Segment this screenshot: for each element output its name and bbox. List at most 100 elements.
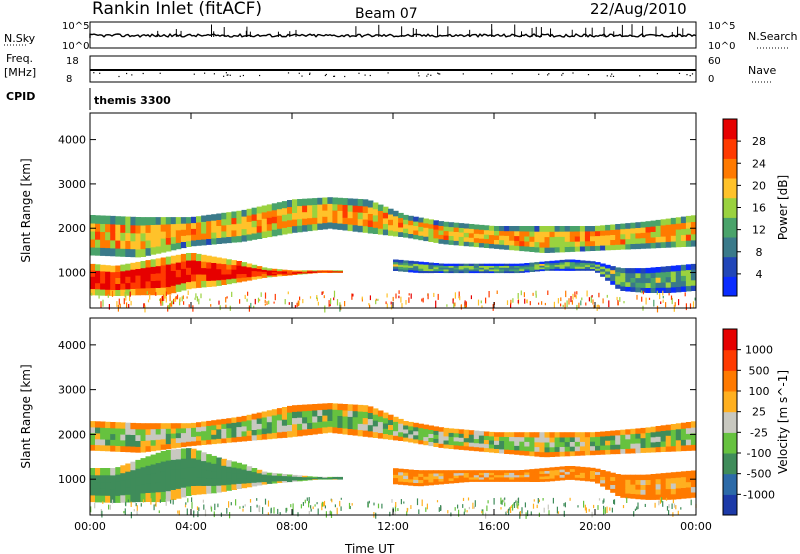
echo-cell: [544, 226, 551, 232]
echo-cell: [509, 265, 515, 268]
echo-cell: [125, 434, 131, 441]
near-range-scatter: [608, 300, 610, 308]
echo-cell: [196, 435, 202, 441]
colorbar-swatch: [723, 217, 737, 238]
echo-cell: [236, 436, 242, 442]
echo-cell: [483, 470, 490, 473]
echo-cell: [610, 476, 616, 481]
echo-cell: [150, 482, 157, 493]
echo-cell: [186, 441, 192, 447]
nsky-tick-bottom: 10^0: [62, 41, 89, 52]
echo-cell: [539, 247, 545, 253]
nave-point: [301, 75, 303, 77]
echo-cell: [170, 236, 177, 244]
echo-cell: [443, 475, 450, 479]
cpid-label: CPID: [6, 90, 35, 103]
echo-cell: [670, 477, 677, 484]
echo-cell: [539, 267, 545, 270]
echo-cell: [690, 486, 697, 493]
echo-cell: [590, 473, 596, 477]
near-range-scatter: [316, 296, 318, 299]
echo-cell: [529, 476, 535, 480]
near-range-scatter: [521, 507, 523, 514]
echo-cell: [428, 268, 434, 272]
echo-cell: [494, 432, 500, 437]
echo-cell: [367, 406, 374, 413]
echo-cell: [135, 248, 141, 258]
echo-cell: [488, 230, 495, 236]
echo-cell: [423, 424, 429, 430]
echo-cell: [413, 473, 419, 477]
echo-cell: [231, 483, 237, 490]
echo-cell: [544, 236, 551, 243]
echo-cell: [488, 234, 495, 240]
echo-cell: [241, 222, 248, 230]
echo-cell: [453, 432, 460, 438]
echo-cell: [216, 419, 222, 425]
echo-cell: [544, 241, 551, 248]
echo-cell: [140, 281, 147, 289]
echo-cell: [438, 225, 445, 231]
echo-cell: [519, 265, 525, 268]
near-range-scatter: [500, 497, 502, 505]
echo-cell: [110, 277, 116, 285]
echo-cell: [685, 275, 692, 281]
echo-cell: [574, 436, 581, 442]
echo-cell: [529, 241, 535, 247]
near-range-scatter: [568, 298, 570, 305]
echo-cell: [645, 267, 652, 274]
echo-cell: [559, 246, 566, 253]
echo-cell: [191, 273, 197, 282]
echo-cell: [448, 231, 455, 236]
echo-cell: [362, 405, 369, 412]
echo-cell: [529, 471, 535, 475]
echo-cell: [579, 469, 586, 473]
echo-cell: [160, 461, 167, 472]
echo-cell: [135, 485, 141, 494]
echo-cell: [595, 262, 601, 265]
echo-cell: [175, 468, 182, 479]
echo-cell: [529, 436, 535, 443]
echo-cell: [170, 428, 177, 434]
echo-cell: [216, 213, 222, 220]
echo-cell: [135, 261, 141, 269]
echo-cell: [645, 221, 652, 228]
near-range-scatter: [171, 300, 173, 305]
echo-cell: [105, 239, 111, 249]
echo-cell: [564, 471, 571, 475]
echo-cell: [504, 270, 510, 274]
echo-cell: [211, 420, 217, 426]
echo-cell: [271, 216, 278, 224]
echo-cell: [473, 438, 480, 444]
echo-cell: [251, 429, 258, 436]
echo-cell: [307, 477, 313, 479]
near-range-scatter: [501, 500, 503, 505]
colorbar-tick-label: 4: [756, 268, 763, 281]
echo-cell: [105, 427, 111, 434]
echo-cell: [584, 475, 591, 479]
echo-cell: [579, 262, 586, 265]
near-range-scatter: [565, 290, 567, 298]
echo-cell: [610, 224, 616, 230]
echo-cell: [241, 473, 248, 479]
echo-cell: [650, 267, 657, 273]
echo-cell: [140, 475, 147, 485]
near-range-scatter: [535, 294, 537, 298]
echo-cell: [670, 229, 677, 236]
echo-cell: [110, 265, 116, 273]
echo-cell: [509, 479, 515, 482]
echo-cell: [590, 432, 596, 438]
echo-cell: [443, 270, 450, 274]
echo-cell: [191, 457, 197, 468]
echo-cell: [650, 282, 657, 288]
echo-cell: [640, 437, 647, 444]
echo-cell: [231, 229, 237, 237]
echo-cell: [165, 433, 172, 439]
echo-cell: [281, 227, 288, 235]
echo-cell: [458, 479, 465, 483]
echo-cell: [342, 223, 349, 231]
echo-cell: [494, 448, 500, 454]
echo-cell: [635, 493, 641, 500]
near-range-scatter: [150, 498, 152, 505]
echo-cell: [175, 269, 182, 278]
